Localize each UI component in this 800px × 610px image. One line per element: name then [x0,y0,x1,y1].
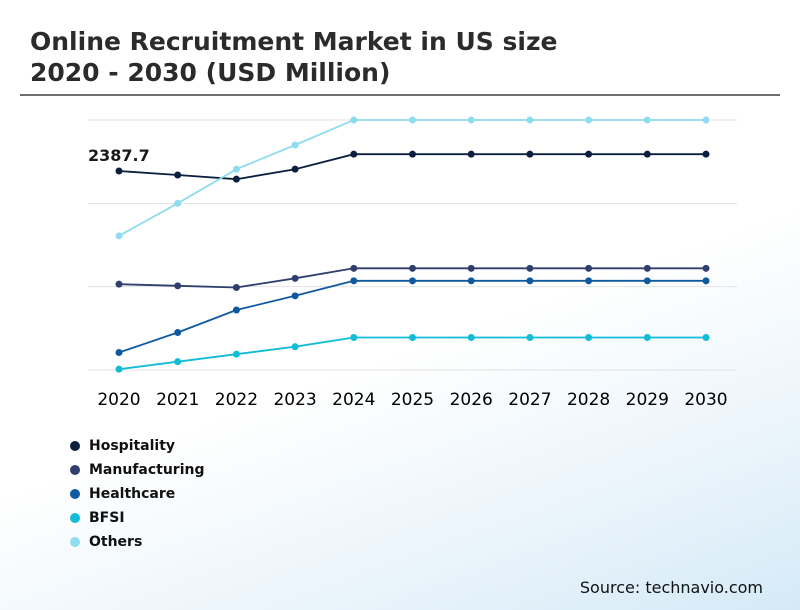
data-point-hospitality [643,150,651,158]
series-others [115,116,710,240]
data-point-others [350,116,358,124]
data-point-hospitality [291,165,299,173]
x-tick-label: 2027 [508,390,551,410]
data-point-hospitality [115,167,123,175]
data-point-bfsi [174,358,182,366]
legend-marker [70,513,80,523]
data-point-hospitality [702,150,710,158]
data-point-others [409,116,416,124]
data-point-hospitality [585,150,593,158]
series-bfsi [115,334,710,373]
legend-marker [70,537,80,547]
data-point-healthcare [115,349,123,356]
data-point-bfsi [702,334,710,341]
data-point-healthcare [585,277,593,285]
data-point-others [585,116,593,124]
legend-item-hospitality: Hospitality [70,434,205,458]
data-point-bfsi [232,350,240,358]
data-point-healthcare [291,292,299,300]
series-manufacturing [115,264,710,291]
data-point-manufacturing [585,264,593,272]
chart-title-line-1: Online Recruitment Market in US size [30,27,558,56]
data-point-bfsi [585,334,593,341]
data-point-others [702,116,710,124]
data-point-healthcare [643,277,651,285]
data-point-manufacturing [467,264,475,272]
x-tick-label: 2029 [626,390,669,410]
data-point-hospitality [409,150,416,158]
chart-title: Online Recruitment Market in US size 202… [30,26,557,88]
legend-item-healthcare: Healthcare [70,482,205,506]
data-point-healthcare [526,277,534,285]
x-tick-label: 2024 [332,390,375,410]
data-point-others [526,116,534,124]
x-tick-label: 2028 [567,390,610,410]
data-point-healthcare [350,277,358,285]
series-line-hospitality [118,153,706,181]
line-chart: 2020 2021 2022 2023 2024 2025 2026 2027 2028 2029… [88,116,737,410]
data-point-manufacturing [409,264,416,272]
data-point-healthcare [702,277,710,285]
data-point-manufacturing [291,274,299,282]
data-point-healthcare [174,329,182,336]
title-divider [20,94,780,96]
data-point-hospitality [467,150,475,158]
chart-legend: Hospitality Manufacturing Healthcare BFSI Ot… [70,434,205,554]
legend-item-others: Others [70,530,205,554]
data-point-manufacturing [526,264,534,272]
data-point-bfsi [291,343,299,351]
data-point-others [467,116,475,124]
data-label: 2387.7 [88,146,150,165]
data-point-manufacturing [643,264,651,272]
legend-label: Healthcare [89,486,176,502]
legend-label: Manufacturing [89,462,205,478]
legend-item-manufacturing: Manufacturing [70,458,205,482]
x-tick-label: 2020 [97,390,140,410]
x-tick-label: 2026 [450,390,493,410]
legend-label: BFSI [89,510,125,526]
series-line-healthcare [118,279,706,354]
x-tick-label: 2023 [273,390,316,410]
legend-item-bfsi: BFSI [70,506,205,530]
data-point-hospitality [232,175,240,183]
data-point-others [232,165,240,173]
series-line-bfsi [118,336,706,371]
x-tick-label: 2021 [156,390,199,410]
data-point-manufacturing [350,264,358,272]
chart-title-line-2: 2020 - 2030 (USD Million) [30,58,391,87]
legend-marker [70,465,80,475]
data-point-manufacturing [702,264,710,272]
data-point-others [643,116,651,124]
data-point-bfsi [350,334,358,341]
data-point-hospitality [174,171,182,179]
x-tick-label: 2030 [684,390,727,410]
data-point-others [174,199,182,207]
data-point-hospitality [526,150,534,158]
data-point-healthcare [232,306,240,314]
data-point-bfsi [643,334,651,341]
data-point-manufacturing [174,282,182,290]
data-point-manufacturing [115,280,123,288]
source-note: Source: technavio.com [579,578,763,597]
data-point-bfsi [467,334,475,341]
series-hospitality [115,150,710,183]
data-point-others [291,141,299,149]
data-point-manufacturing [232,284,240,291]
legend-label: Hospitality [89,438,176,454]
x-tick-label: 2025 [391,390,434,410]
legend-marker [70,489,80,499]
data-point-healthcare [409,277,416,285]
data-point-healthcare [467,277,475,285]
x-tick-label: 2022 [215,390,258,410]
data-point-bfsi [115,365,123,373]
data-point-bfsi [409,334,416,341]
legend-label: Others [89,534,143,550]
data-point-bfsi [526,334,534,341]
legend-marker [70,441,80,451]
series-healthcare [115,277,710,356]
data-point-others [115,232,123,240]
data-point-hospitality [350,150,358,158]
